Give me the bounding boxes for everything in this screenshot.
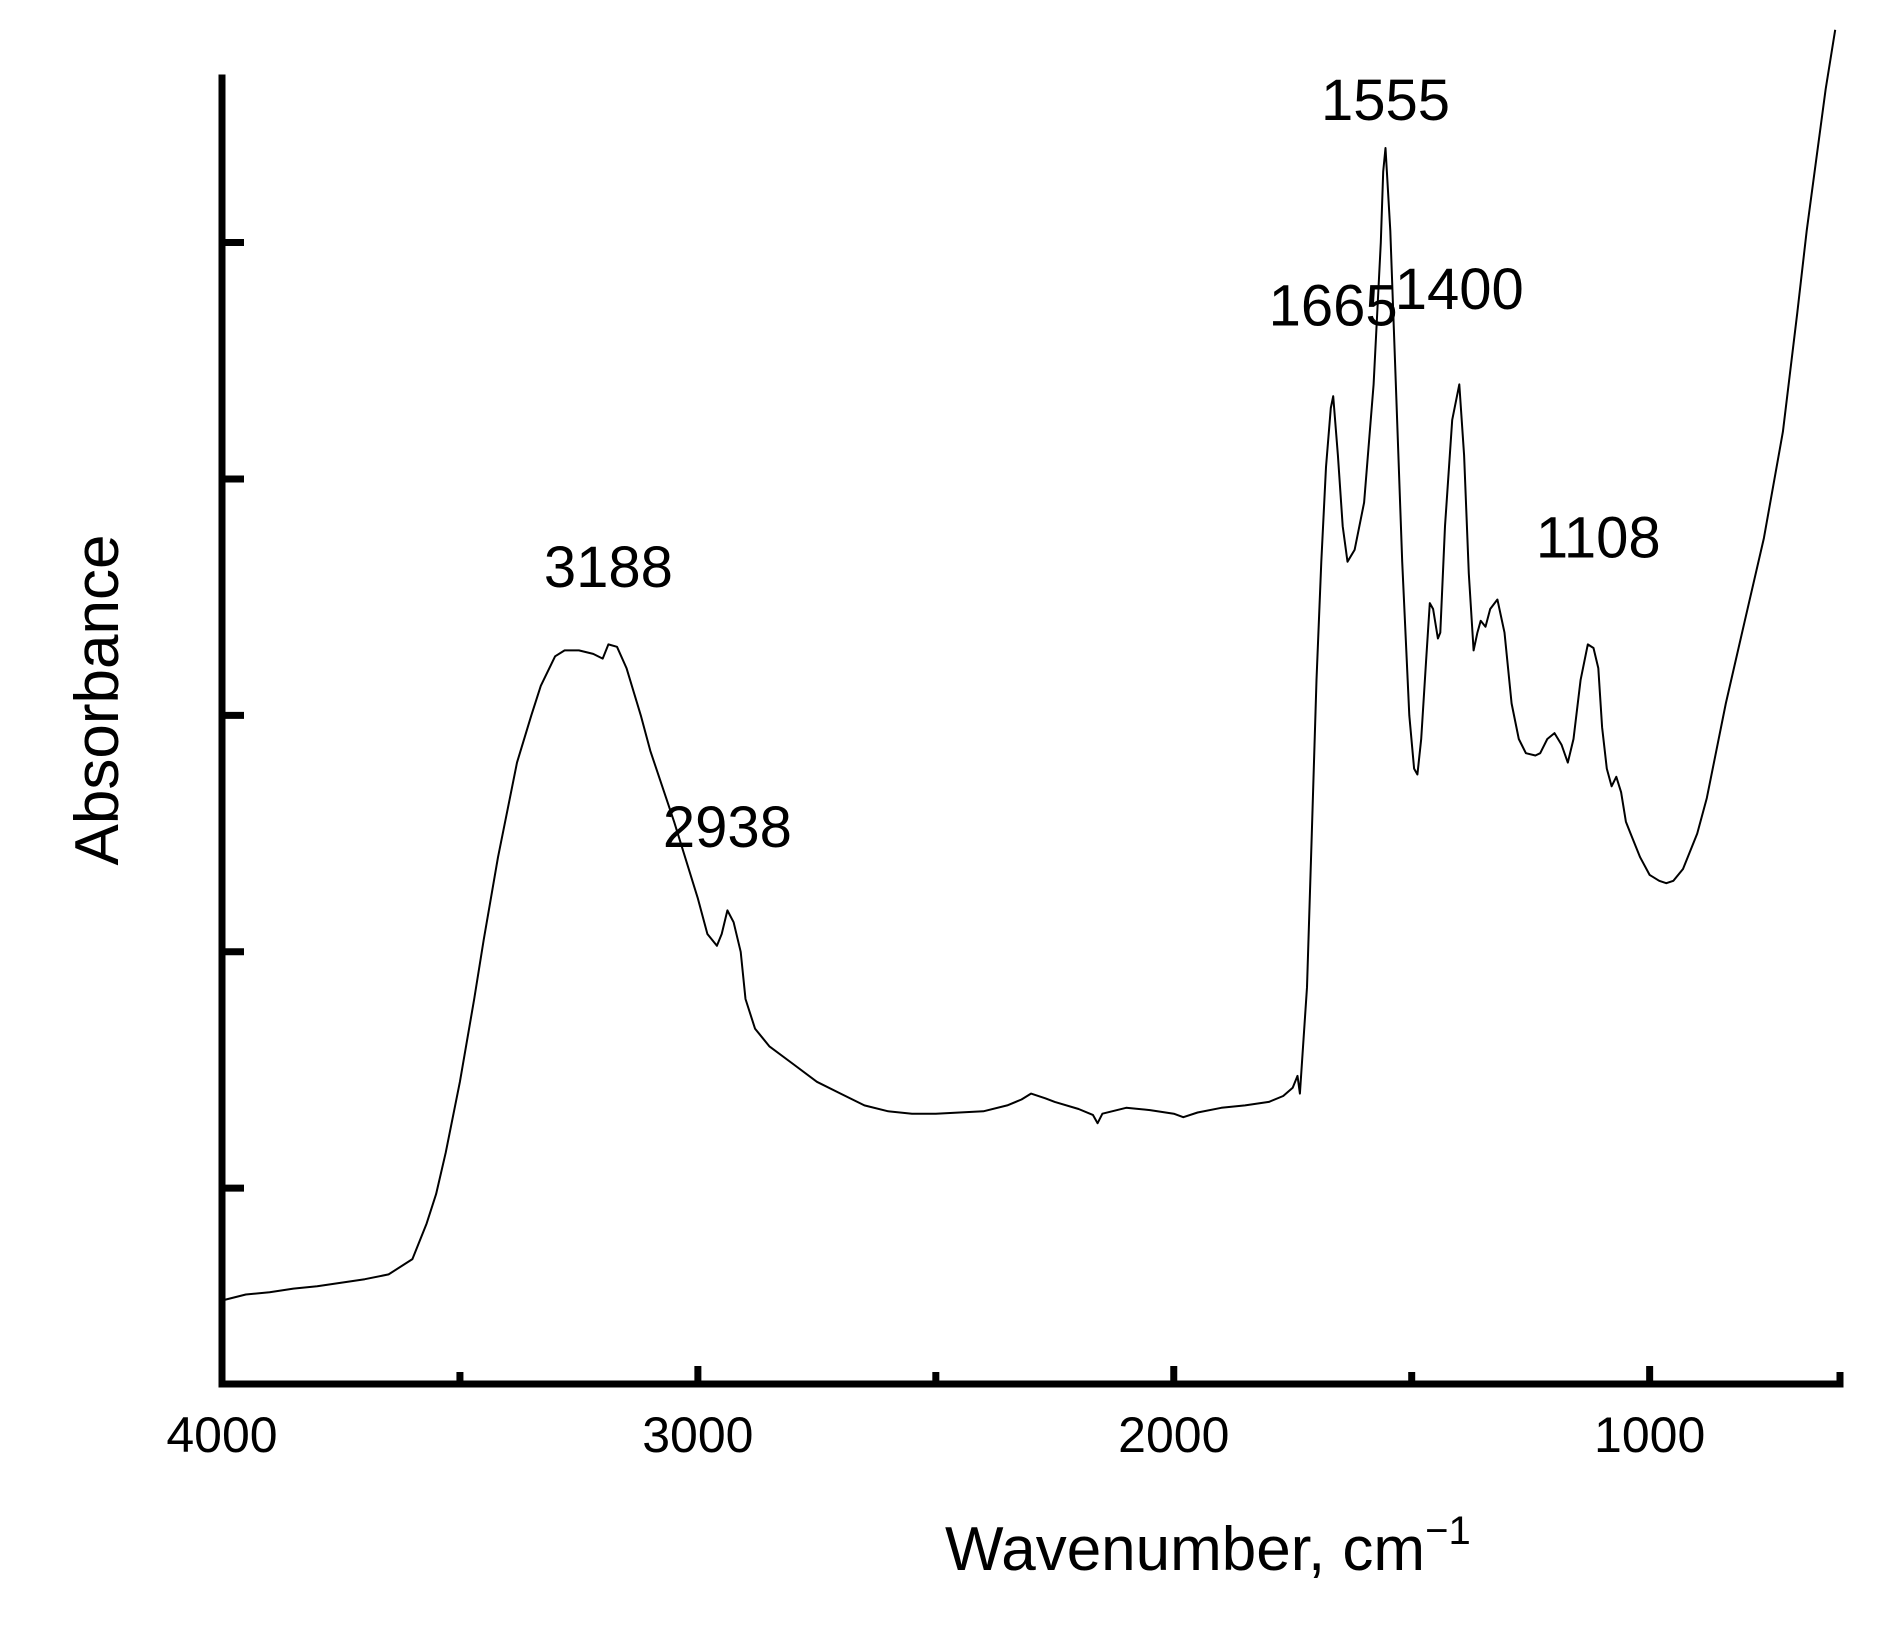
- peak-label-1665: 1665: [1269, 274, 1398, 339]
- x-axis-title-text: Wavenumber, cm: [945, 1515, 1425, 1584]
- peak-label-1400: 1400: [1395, 257, 1524, 322]
- x-axis-title-superscript: −1: [1425, 1509, 1471, 1553]
- plot-area: [221, 29, 1837, 1302]
- peak-label-2938: 2938: [663, 795, 792, 860]
- peak-label-1555: 1555: [1321, 68, 1450, 133]
- peak-annotations: 3188 2938 1665 1555 1400 1108: [544, 68, 1661, 860]
- peak-label-3188: 3188: [544, 535, 673, 600]
- axes: [218, 74, 1844, 1388]
- x-axis-title: Wavenumber, cm−1: [945, 1509, 1471, 1584]
- x-tick-label: 2000: [1118, 1407, 1229, 1463]
- peak-label-1108: 1108: [1536, 505, 1661, 570]
- spectrum-line-0: [221, 29, 1837, 1302]
- x-tick-label: 1000: [1594, 1407, 1705, 1463]
- y-axis-title: Absorbance: [63, 535, 132, 866]
- ticks: 4000 3000 2000 1000: [166, 239, 1844, 1463]
- x-tick-label: 4000: [166, 1407, 277, 1463]
- x-tick-label: 3000: [642, 1407, 753, 1463]
